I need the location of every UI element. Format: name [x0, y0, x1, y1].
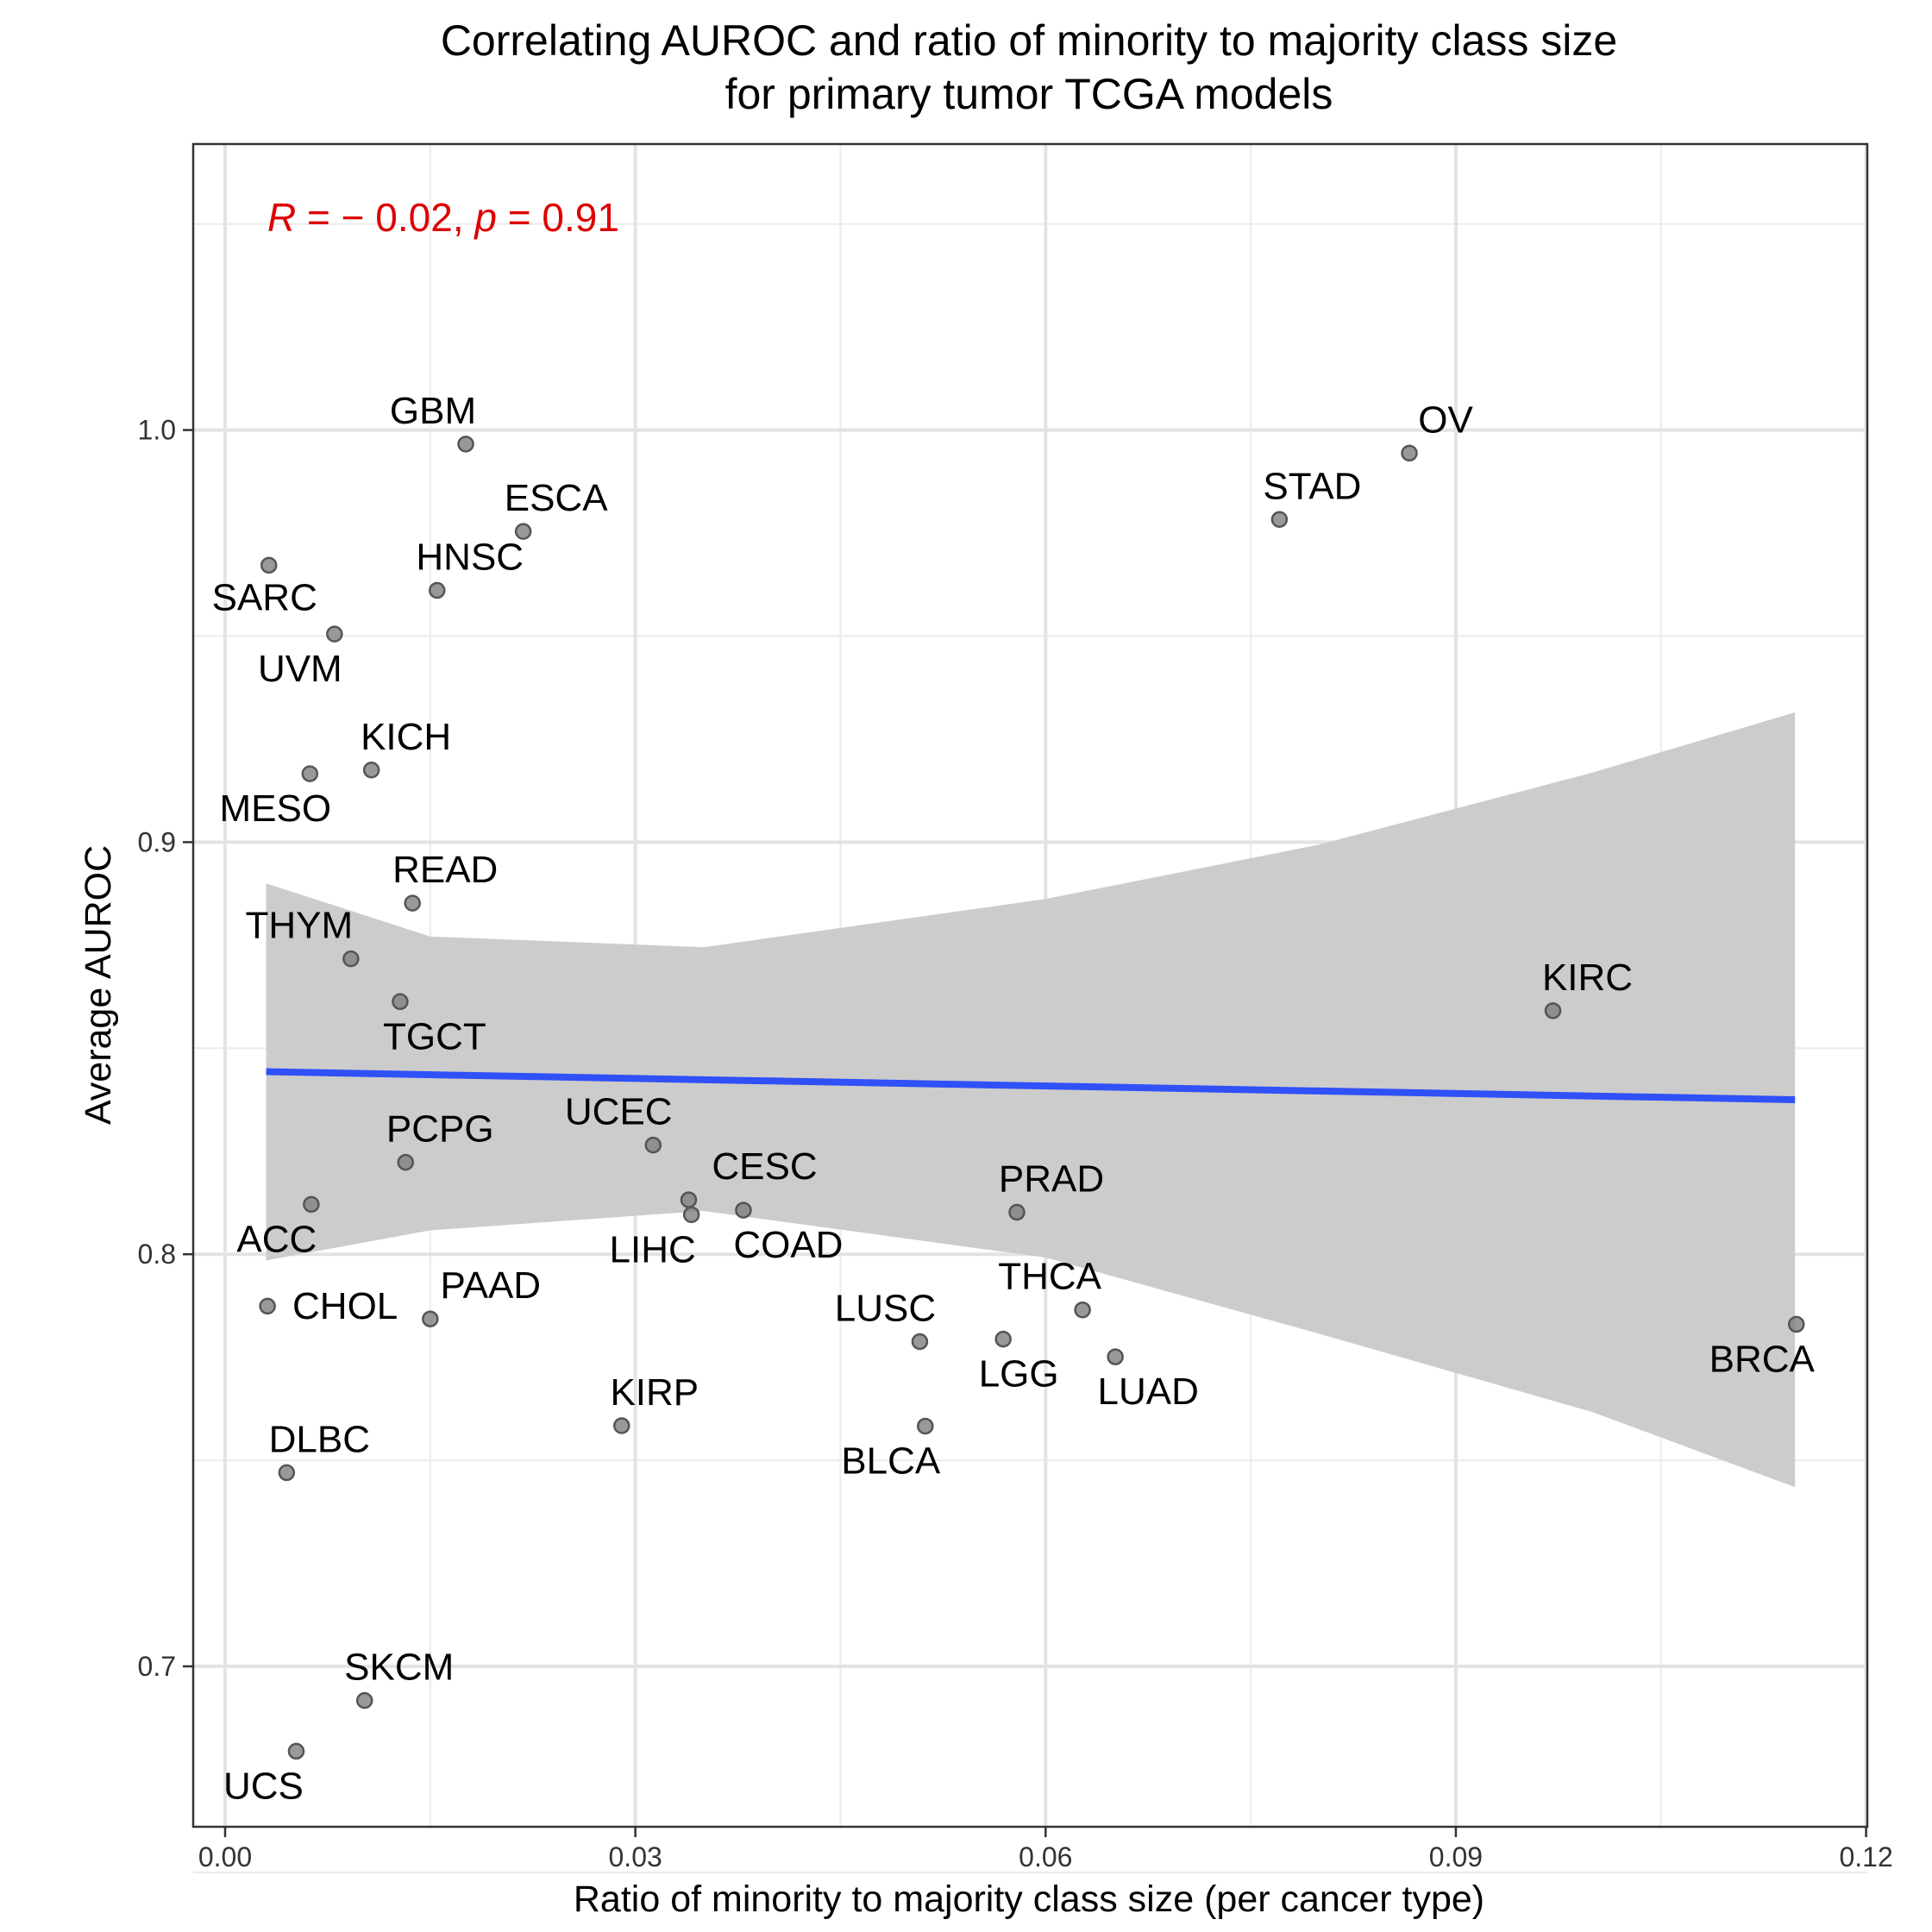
- point-label: PRAD: [999, 1157, 1104, 1200]
- regression-line: [266, 1068, 1796, 1104]
- y-tick-label: 0.7: [138, 1651, 176, 1682]
- point-label: PAAD: [441, 1264, 542, 1307]
- point-label: CHOL: [292, 1285, 398, 1327]
- point-label: READ: [392, 849, 498, 891]
- annotation-p-value: = 0.91: [497, 195, 619, 240]
- y-tick-label: 1.0: [138, 415, 176, 446]
- x-tick-label: 0.12: [1839, 1841, 1892, 1872]
- point-label: DLBC: [269, 1418, 370, 1460]
- annotation-r-value: = − 0.02,: [296, 195, 474, 240]
- point-label: GBM: [390, 390, 476, 432]
- data-point: [735, 1201, 752, 1219]
- point-label: THYM: [246, 905, 354, 947]
- point-label: CESC: [712, 1145, 817, 1188]
- data-point: [342, 950, 360, 968]
- point-label: BLCA: [841, 1440, 941, 1482]
- y-axis-title: Average AUROC: [78, 845, 119, 1125]
- annotation-p-symbol: p: [473, 195, 497, 240]
- data-point: [1401, 444, 1418, 462]
- data-point: [303, 1195, 320, 1214]
- point-label: LUAD: [1097, 1371, 1198, 1413]
- point-label: HNSC: [416, 536, 524, 578]
- x-tick-label: 0.03: [609, 1841, 662, 1872]
- data-point: [1107, 1348, 1124, 1365]
- point-label: THCA: [998, 1256, 1101, 1298]
- point-label: SKCM: [344, 1647, 454, 1689]
- point-label: SARC: [212, 576, 317, 618]
- point-label: BRCA: [1709, 1338, 1816, 1380]
- point-label: LGG: [979, 1353, 1059, 1396]
- data-point: [514, 523, 532, 540]
- data-point: [355, 1691, 373, 1709]
- data-point: [917, 1417, 934, 1435]
- panel-border: [191, 142, 1869, 1828]
- point-label: KIRP: [610, 1371, 699, 1414]
- x-axis-title: Ratio of minority to majority class size…: [574, 1879, 1484, 1920]
- data-point: [911, 1333, 929, 1351]
- confidence-ribbon: [266, 712, 1796, 1488]
- point-label: LUSC: [835, 1287, 936, 1329]
- axis-ticks: [183, 429, 1867, 1837]
- data-point: [613, 1417, 630, 1434]
- data-point: [301, 765, 319, 782]
- data-point: [682, 1206, 700, 1224]
- point-label: STAD: [1263, 465, 1361, 507]
- point-label: UCEC: [565, 1091, 673, 1133]
- data-point: [1008, 1203, 1026, 1221]
- y-tick-label: 0.9: [138, 826, 176, 857]
- point-label: COAD: [733, 1224, 843, 1266]
- point-label: KICH: [361, 716, 451, 758]
- point-label: ACC: [236, 1218, 317, 1260]
- x-tick-label: 0.00: [198, 1841, 252, 1872]
- y-tick-labels: 0.7 0.8 0.9 1.0: [138, 415, 176, 1682]
- x-tick-labels: 0.00 0.03 0.06 0.09 0.12: [198, 1841, 1893, 1872]
- chart-title: Correlating AUROC and ratio of minority …: [441, 16, 1617, 65]
- data-point: [362, 762, 380, 779]
- data-point: [404, 894, 421, 912]
- data-point: [260, 556, 278, 574]
- point-label: KIRC: [1542, 957, 1633, 999]
- point-label: PCPG: [386, 1108, 494, 1151]
- data-point: [397, 1153, 415, 1171]
- point-label: ESCA: [505, 477, 608, 519]
- data-point: [422, 1310, 439, 1327]
- data-point: [392, 993, 409, 1011]
- data-point: [1074, 1301, 1091, 1319]
- point-label: OV: [1418, 398, 1473, 441]
- data-point: [259, 1297, 276, 1315]
- point-label: MESO: [220, 787, 332, 830]
- annotation-r-symbol: R: [267, 195, 296, 240]
- x-tick-label: 0.09: [1429, 1841, 1483, 1872]
- data-point: [680, 1191, 698, 1208]
- data-point: [278, 1464, 296, 1482]
- annotation-correlation: R = − 0.02, p = 0.91: [267, 195, 619, 240]
- point-label: TGCT: [383, 1015, 486, 1057]
- data-points: [259, 436, 1805, 1760]
- data-point: [326, 625, 343, 643]
- point-label: UVM: [258, 648, 342, 690]
- data-point: [994, 1330, 1012, 1348]
- point-label: LIHC: [610, 1228, 696, 1270]
- data-point: [287, 1742, 305, 1760]
- data-point: [1787, 1315, 1805, 1333]
- x-tick-label: 0.06: [1019, 1841, 1072, 1872]
- y-tick-label: 0.8: [138, 1239, 176, 1270]
- chart-subtitle: for primary tumor TCGA models: [725, 70, 1333, 118]
- point-labels: GBM OV STAD ESCA SARC HNSC UVM KICH MESO READ THYM…: [212, 390, 1816, 1808]
- data-point: [1270, 511, 1289, 529]
- data-point: [1544, 1002, 1562, 1019]
- data-point: [457, 436, 474, 453]
- data-point: [644, 1136, 662, 1154]
- point-label: UCS: [223, 1765, 304, 1807]
- data-point: [429, 581, 446, 599]
